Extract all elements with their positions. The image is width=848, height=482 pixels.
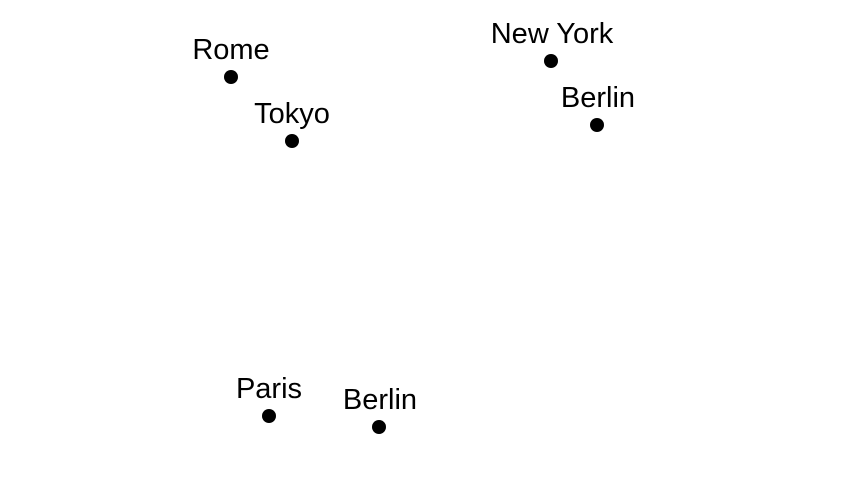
place-label: Paris	[235, 373, 303, 405]
place-label: Berlin	[560, 82, 636, 114]
location-dot	[224, 70, 238, 84]
place-label: Tokyo	[254, 98, 330, 130]
place-label: Rome	[192, 34, 270, 66]
location-dot	[262, 409, 276, 423]
place-label: Berlin	[342, 384, 418, 416]
place-label: New York	[490, 18, 614, 50]
location-dot	[590, 118, 604, 132]
location-dot	[285, 134, 299, 148]
location-dot	[372, 420, 386, 434]
location-dot	[544, 54, 558, 68]
